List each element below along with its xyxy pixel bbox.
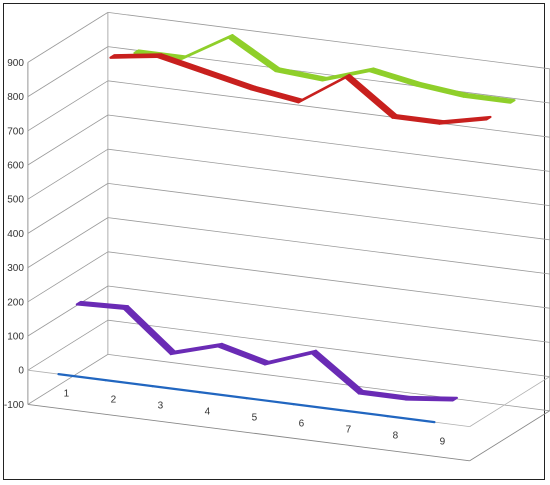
series-segment — [109, 53, 163, 59]
series-segment — [180, 34, 234, 61]
x-tick-label: 8 — [393, 430, 399, 441]
gridline-100 — [27, 285, 550, 343]
series-segment — [404, 395, 458, 402]
series-segment — [274, 67, 328, 82]
gridline-back-segment — [107, 183, 550, 241]
gridline-back-segment — [107, 319, 550, 377]
gridline-back-segment — [107, 80, 550, 138]
gridline-400 — [27, 183, 550, 241]
gridline-back-segment — [107, 217, 550, 275]
gridline-back-segment — [107, 285, 550, 343]
y-tick-label: 600 — [7, 161, 24, 172]
floor-right-edge — [469, 410, 550, 462]
series-group — [57, 34, 516, 424]
series-segment — [245, 397, 295, 406]
y-tick-label: 200 — [7, 297, 24, 308]
series-segment — [263, 349, 317, 366]
series-line — [75, 300, 458, 402]
x-tick-label: 7 — [346, 424, 352, 435]
y-tick-label: 100 — [7, 332, 24, 343]
series-segment — [310, 349, 364, 395]
gridline-left-segment — [27, 319, 109, 371]
series-segment — [75, 300, 129, 310]
x-tick-label: 4 — [205, 406, 211, 417]
series-segment — [438, 115, 492, 125]
gridline-back-segment — [107, 251, 550, 309]
x-tick-label: 6 — [299, 418, 305, 429]
gridline--100 — [27, 354, 550, 412]
gridline-left-segment — [27, 80, 109, 132]
series-segment — [386, 415, 436, 424]
gridline-left-segment — [27, 354, 109, 405]
gridline-left-segment — [27, 148, 109, 200]
series-segment — [104, 379, 154, 388]
floor-front-edge — [27, 403, 470, 462]
y-tick-label: -100 — [4, 400, 24, 411]
x-tick-label: 2 — [111, 394, 117, 405]
series-segment — [216, 342, 270, 366]
gridline-500 — [27, 148, 550, 206]
gridline-left-segment — [27, 183, 109, 234]
series-segment — [415, 81, 469, 98]
zero-plane-right-edge — [469, 376, 550, 427]
series-segment — [198, 391, 248, 400]
x-tick-label: 1 — [64, 388, 70, 399]
series-segment — [339, 409, 389, 418]
gridline-left-segment — [27, 251, 109, 303]
y-tick-label: 800 — [7, 92, 24, 103]
gridline-600 — [27, 114, 550, 172]
y-tick-label: 300 — [7, 263, 24, 274]
series-segment — [292, 403, 342, 412]
gridline-200 — [27, 251, 550, 309]
gridline-900 — [27, 12, 550, 70]
gridline-0 — [27, 319, 550, 377]
y-tick-labels: -100 0 100 200 300 400 500 600 700 800 900 — [4, 58, 24, 411]
gridline-left-segment — [27, 285, 109, 337]
x-tick-label: 9 — [440, 436, 446, 447]
y-tick-label: 700 — [7, 126, 24, 137]
y-tick-label: 0 — [18, 366, 24, 377]
gridline-700 — [27, 80, 550, 138]
x-tick-labels: 1 2 3 4 5 6 7 8 9 — [64, 388, 446, 447]
gridlines — [27, 12, 550, 462]
x-tick-label: 5 — [252, 412, 258, 423]
gridline-left-segment — [27, 217, 109, 268]
series-segment — [344, 73, 398, 119]
series-segment — [169, 342, 223, 356]
series-line — [57, 373, 436, 424]
series-segment — [122, 305, 176, 356]
gridline-left-segment — [27, 114, 109, 166]
series-segment — [462, 93, 516, 104]
y-tick-label: 900 — [7, 58, 24, 69]
series-segment — [57, 373, 107, 382]
gridline-back-segment — [107, 114, 550, 172]
gridline-back-segment — [107, 354, 550, 412]
y-tick-label: 500 — [7, 195, 24, 206]
series-line — [109, 53, 492, 125]
series-segment — [391, 114, 445, 125]
series-segment — [151, 385, 201, 394]
gridline-left-segment — [27, 12, 109, 63]
gridline-back-segment — [107, 148, 550, 206]
x-tick-label: 3 — [158, 400, 164, 411]
y-tick-label: 400 — [7, 229, 24, 240]
gridline-back-segment — [107, 12, 550, 70]
gridline-left-segment — [27, 46, 109, 97]
series-segment — [203, 69, 257, 91]
gridline-300 — [27, 217, 550, 275]
